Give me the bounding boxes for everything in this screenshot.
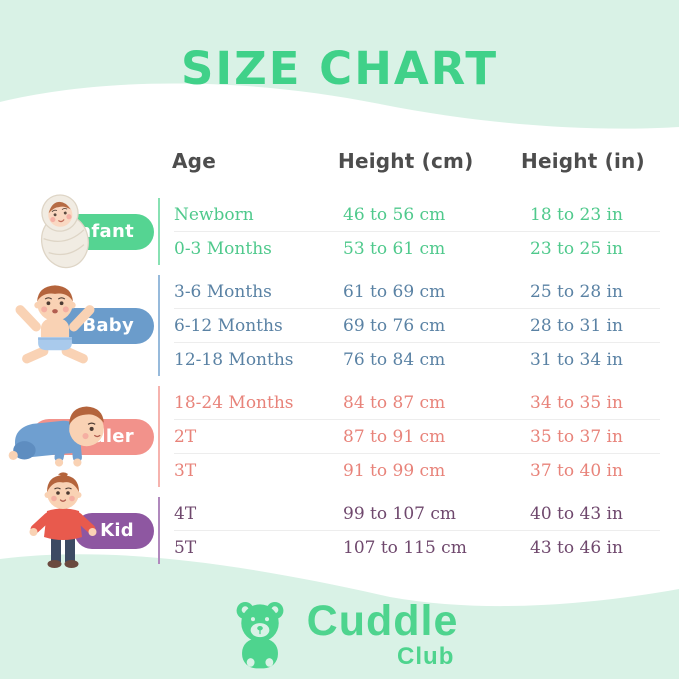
age-cell: 2T xyxy=(174,426,197,447)
height-in-cell: 28 to 31 in xyxy=(530,315,623,336)
group-kid: Kid 4T 99 to 107 cm 40 to 43 in 5T 107 t… xyxy=(0,497,660,564)
height-in-cell: 35 to 37 in xyxy=(530,426,623,447)
table-row: 18-24 Months 84 to 87 cm 34 to 35 in xyxy=(174,386,660,419)
group-label-area: Infant xyxy=(0,198,158,265)
group-rows: Newborn 46 to 56 cm 18 to 23 in 0-3 Mont… xyxy=(158,198,660,265)
group-label-area: Toddler xyxy=(0,386,158,487)
group-pill: Toddler xyxy=(30,418,154,455)
table-row: 6-12 Months 69 to 76 cm 28 to 31 in xyxy=(174,308,660,342)
group-pill: Infant xyxy=(45,213,154,250)
height-in-cell: 43 to 46 in xyxy=(530,537,623,558)
column-header-height-cm: Height (cm) xyxy=(338,149,474,173)
footer-wave-shape xyxy=(0,554,679,679)
table-header-row: Age Height (cm) Height (in) xyxy=(0,136,679,198)
age-cell: 6-12 Months xyxy=(174,315,283,336)
height-cm-cell: 99 to 107 cm xyxy=(343,503,456,524)
brand-logo: Cuddle Club xyxy=(0,595,679,673)
header-band xyxy=(0,0,679,136)
group-pill: Baby xyxy=(56,307,154,344)
group-rows: 3-6 Months 61 to 69 cm 25 to 28 in 6-12 … xyxy=(158,275,660,376)
size-chart-table: Age Height (cm) Height (in) Infant Newbo… xyxy=(0,136,679,574)
table-row: 2T 87 to 91 cm 35 to 37 in xyxy=(174,419,660,453)
group-baby: Baby 3-6 Months 61 to 69 cm 25 to 28 in … xyxy=(0,275,660,376)
height-cm-cell: 69 to 76 cm xyxy=(343,315,446,336)
table-row: 0-3 Months 53 to 61 cm 23 to 25 in xyxy=(174,231,660,265)
group-toddler: Toddler 18-24 Months 84 to 87 cm 34 to 3… xyxy=(0,386,660,487)
group-pill-label: Infant xyxy=(71,220,134,242)
footer-band: Cuddle Club xyxy=(0,545,679,679)
brand-suffix: Club xyxy=(397,642,455,670)
age-cell: 3T xyxy=(174,460,197,481)
age-cell: 18-24 Months xyxy=(174,392,294,413)
age-cell: 0-3 Months xyxy=(174,238,272,259)
height-cm-cell: 84 to 87 cm xyxy=(343,392,446,413)
group-infant: Infant Newborn 46 to 56 cm 18 to 23 in 0… xyxy=(0,198,660,265)
teddy-bear-icon xyxy=(221,595,299,673)
column-header-height-in: Height (in) xyxy=(521,149,645,173)
group-pill-label: Kid xyxy=(100,519,134,541)
group-label-area: Kid xyxy=(0,497,158,564)
group-pill-label: Toddler xyxy=(56,425,134,447)
age-cell: 5T xyxy=(174,537,197,558)
height-cm-cell: 61 to 69 cm xyxy=(343,281,446,302)
height-cm-cell: 107 to 115 cm xyxy=(343,537,467,558)
table-row: 3-6 Months 61 to 69 cm 25 to 28 in xyxy=(174,275,660,308)
age-cell: 3-6 Months xyxy=(174,281,272,302)
header-wave-shape xyxy=(0,83,679,136)
height-in-cell: 31 to 34 in xyxy=(530,349,623,370)
height-cm-cell: 53 to 61 cm xyxy=(343,238,446,259)
height-in-cell: 25 to 28 in xyxy=(530,281,623,302)
table-row: 12-18 Months 76 to 84 cm 31 to 34 in xyxy=(174,342,660,376)
table-row: Newborn 46 to 56 cm 18 to 23 in xyxy=(174,198,660,231)
group-rows: 4T 99 to 107 cm 40 to 43 in 5T 107 to 11… xyxy=(158,497,660,564)
height-cm-cell: 91 to 99 cm xyxy=(343,460,446,481)
brand-text: Cuddle Club xyxy=(306,596,459,670)
brand-name: Cuddle xyxy=(306,596,459,645)
height-in-cell: 40 to 43 in xyxy=(530,503,623,524)
page-title: SIZE CHART xyxy=(180,42,499,96)
column-header-age: Age xyxy=(172,149,216,173)
table-row: 3T 91 to 99 cm 37 to 40 in xyxy=(174,453,660,487)
height-in-cell: 23 to 25 in xyxy=(530,238,623,259)
height-cm-cell: 76 to 84 cm xyxy=(343,349,446,370)
age-cell: Newborn xyxy=(174,204,254,225)
height-in-cell: 37 to 40 in xyxy=(530,460,623,481)
height-in-cell: 34 to 35 in xyxy=(530,392,623,413)
group-pill: Kid xyxy=(74,512,154,549)
size-table-body: Infant Newborn 46 to 56 cm 18 to 23 in 0… xyxy=(0,198,660,564)
height-in-cell: 18 to 23 in xyxy=(530,204,623,225)
height-cm-cell: 87 to 91 cm xyxy=(343,426,446,447)
height-cm-cell: 46 to 56 cm xyxy=(343,204,446,225)
group-rows: 18-24 Months 84 to 87 cm 34 to 35 in 2T … xyxy=(158,386,660,487)
table-row: 4T 99 to 107 cm 40 to 43 in xyxy=(174,497,660,530)
group-pill-label: Baby xyxy=(82,314,134,336)
age-cell: 4T xyxy=(174,503,197,524)
group-label-area: Baby xyxy=(0,275,158,376)
age-cell: 12-18 Months xyxy=(174,349,294,370)
table-row: 5T 107 to 115 cm 43 to 46 in xyxy=(174,530,660,564)
